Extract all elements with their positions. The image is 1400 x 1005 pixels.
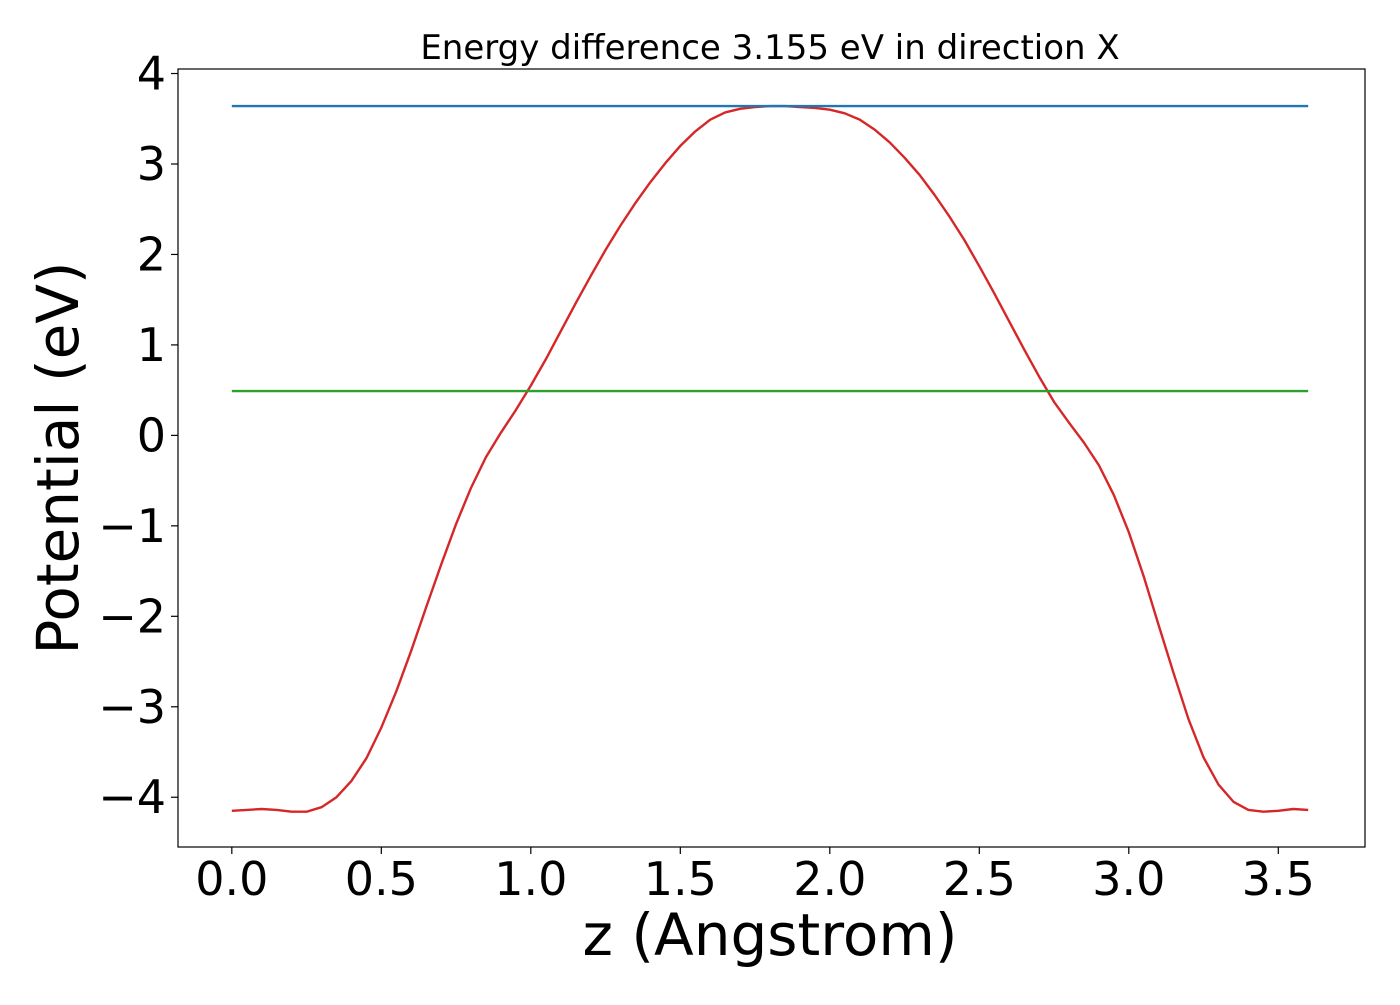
y-tick-label: 3: [137, 137, 166, 191]
x-axis: 0.0 0.5 1.0 1.5 2.0 2.5 3.0 3.5: [195, 847, 1315, 906]
y-axis-label: Potential (eV): [24, 261, 92, 654]
y-tick-label: −1: [98, 499, 166, 553]
y-axis: −4 −3 −2 −1 0 1 2 3 4: [98, 47, 178, 824]
plot-area: [231, 104, 1309, 813]
y-tick-label: −2: [98, 589, 166, 643]
y-tick-label: 0: [137, 408, 166, 462]
y-tick-label: 1: [137, 318, 166, 372]
x-tick-label: 1.5: [644, 852, 717, 906]
y-tick-label: −4: [98, 770, 166, 824]
y-tick-label: −3: [98, 680, 166, 734]
x-tick-label: 2.5: [943, 852, 1016, 906]
x-tick-label: 0.0: [195, 852, 268, 906]
x-tick-label: 0.5: [345, 852, 418, 906]
plot-frame: [177, 68, 1366, 848]
chart-title: Energy difference 3.155 eV in direction …: [420, 28, 1119, 68]
y-tick-label: 4: [137, 47, 166, 101]
y-tick-label: 2: [137, 227, 166, 281]
x-tick-label: 3.0: [1092, 852, 1165, 906]
x-tick-label: 1.0: [494, 852, 567, 906]
x-axis-label: z (Angstrom): [583, 901, 958, 969]
x-tick-label: 3.5: [1242, 852, 1315, 906]
x-tick-label: 2.0: [793, 852, 866, 906]
